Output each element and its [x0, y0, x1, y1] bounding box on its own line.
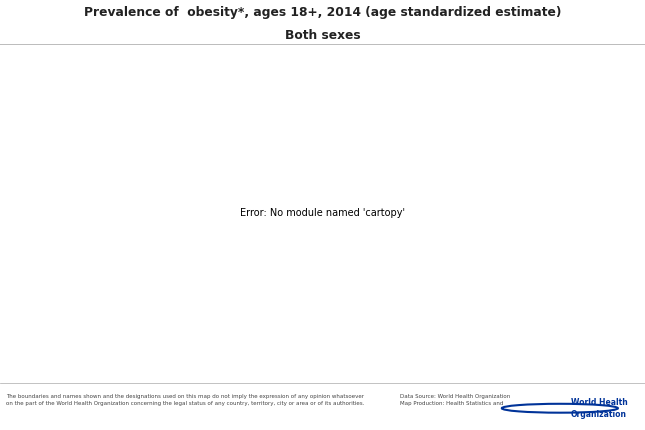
Text: Error: No module named 'cartopy': Error: No module named 'cartopy': [240, 208, 405, 218]
Text: World Health
Organization: World Health Organization: [571, 398, 628, 419]
Text: Prevalence of  obesity*, ages 18+, 2014 (age standardized estimate): Prevalence of obesity*, ages 18+, 2014 (…: [84, 6, 561, 19]
Text: The boundaries and names shown and the designations used on this map do not impl: The boundaries and names shown and the d…: [6, 394, 365, 406]
Text: Data Source: World Health Organization
Map Production: Health Statistics and: Data Source: World Health Organization M…: [400, 394, 510, 406]
Text: Both sexes: Both sexes: [284, 29, 361, 42]
